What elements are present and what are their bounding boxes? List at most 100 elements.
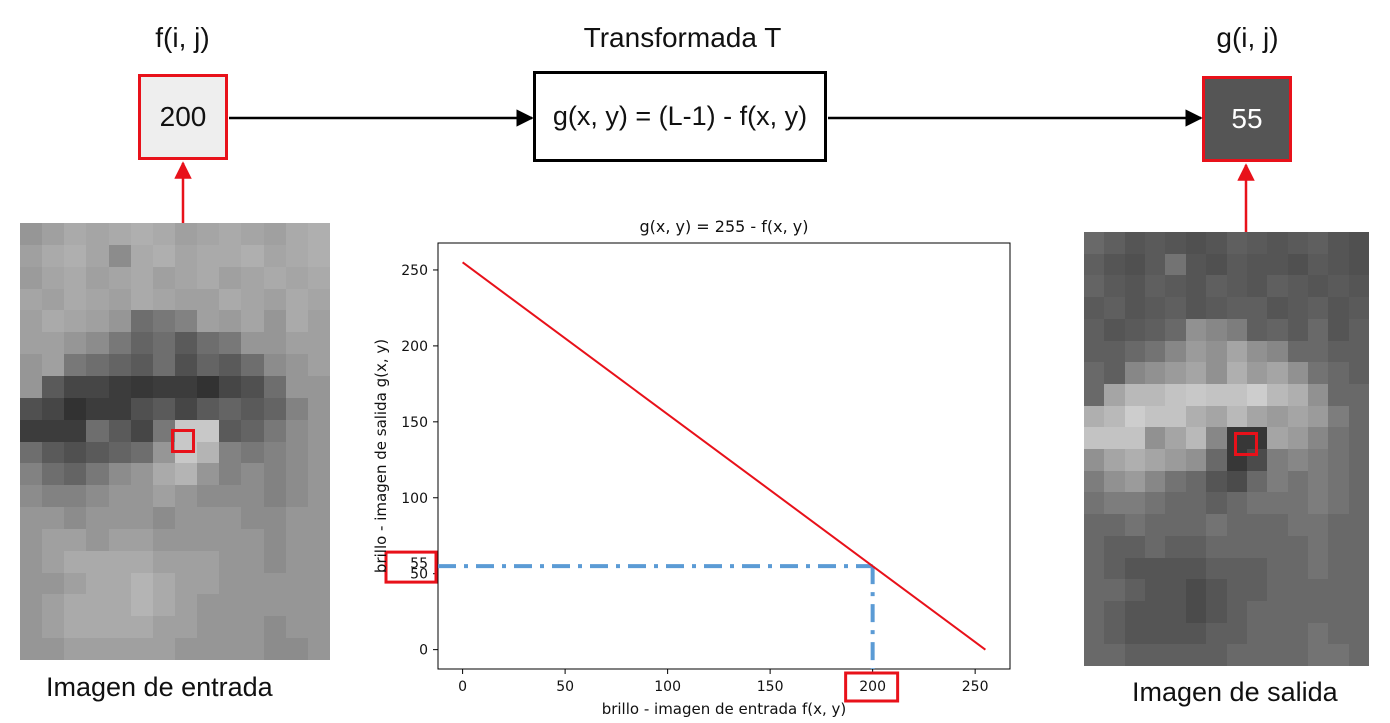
image-pixel bbox=[1124, 318, 1146, 341]
image-pixel bbox=[174, 463, 198, 486]
image-pixel bbox=[130, 463, 153, 486]
image-pixel bbox=[64, 266, 87, 289]
image-pixel bbox=[241, 375, 264, 398]
image-pixel bbox=[1104, 362, 1125, 384]
image-pixel bbox=[307, 244, 330, 267]
image-pixel bbox=[1124, 362, 1146, 384]
image-pixel bbox=[174, 572, 198, 595]
image-pixel bbox=[197, 288, 220, 311]
image-pixel bbox=[174, 485, 198, 508]
image-pixel bbox=[241, 485, 264, 508]
image-pixel bbox=[241, 223, 264, 245]
image-pixel bbox=[1287, 427, 1308, 449]
image-pixel bbox=[64, 507, 87, 529]
image-pixel bbox=[130, 528, 153, 551]
image-pixel bbox=[219, 550, 242, 573]
image-pixel bbox=[174, 375, 198, 398]
image-pixel bbox=[1267, 318, 1288, 341]
image-pixel bbox=[1084, 514, 1105, 536]
image-pixel bbox=[219, 638, 242, 660]
y-tick-label: 0 bbox=[419, 643, 428, 659]
image-pixel bbox=[1307, 340, 1329, 363]
image-pixel bbox=[1226, 297, 1247, 319]
image-pixel bbox=[1206, 275, 1227, 298]
image-pixel bbox=[1307, 383, 1329, 406]
image-pixel bbox=[1185, 492, 1207, 515]
image-pixel bbox=[20, 507, 43, 529]
image-pixel bbox=[1246, 232, 1268, 254]
image-pixel bbox=[108, 354, 131, 376]
image-pixel bbox=[20, 354, 43, 376]
image-pixel bbox=[197, 594, 220, 617]
image-pixel bbox=[197, 528, 220, 551]
image-pixel bbox=[64, 616, 87, 639]
image-pixel bbox=[42, 223, 65, 245]
image-pixel bbox=[108, 332, 131, 355]
image-pixel bbox=[1165, 427, 1186, 449]
image-pixel bbox=[241, 419, 264, 442]
image-pixel bbox=[64, 332, 87, 355]
image-pixel bbox=[1328, 232, 1349, 254]
image-pixel bbox=[1267, 470, 1288, 493]
image-pixel bbox=[1246, 492, 1268, 515]
image-pixel bbox=[108, 550, 131, 573]
image-pixel bbox=[1328, 535, 1349, 558]
image-pixel bbox=[1287, 340, 1308, 363]
image-pixel bbox=[64, 528, 87, 551]
image-pixel bbox=[1328, 470, 1349, 493]
image-pixel bbox=[1104, 470, 1125, 493]
image-pixel bbox=[1145, 579, 1166, 601]
image-pixel bbox=[1145, 253, 1166, 276]
image-pixel bbox=[1145, 405, 1166, 428]
image-pixel bbox=[86, 266, 109, 289]
image-pixel bbox=[1287, 405, 1308, 428]
image-pixel bbox=[219, 266, 242, 289]
image-pixel bbox=[1348, 644, 1369, 666]
image-pixel bbox=[219, 616, 242, 639]
image-pixel bbox=[1246, 535, 1268, 558]
image-pixel bbox=[1124, 492, 1146, 515]
image-pixel bbox=[130, 507, 153, 529]
image-pixel bbox=[307, 572, 330, 595]
output-pixel-highlight bbox=[1234, 432, 1258, 456]
image-pixel bbox=[1185, 362, 1207, 384]
image-pixel bbox=[1348, 340, 1369, 363]
image-pixel bbox=[130, 223, 153, 245]
image-pixel bbox=[1206, 622, 1227, 645]
image-pixel bbox=[241, 463, 264, 486]
image-pixel bbox=[1104, 297, 1125, 319]
image-pixel bbox=[1185, 622, 1207, 645]
image-pixel bbox=[174, 616, 198, 639]
image-pixel bbox=[1287, 362, 1308, 384]
image-pixel bbox=[42, 310, 65, 333]
image-pixel bbox=[130, 616, 153, 639]
y-value-highlight bbox=[384, 550, 438, 584]
image-pixel bbox=[86, 332, 109, 355]
image-pixel bbox=[86, 485, 109, 508]
image-pixel bbox=[1267, 492, 1288, 515]
image-pixel bbox=[285, 550, 308, 573]
plot-frame bbox=[437, 242, 1011, 670]
image-pixel bbox=[1328, 492, 1349, 515]
image-pixel bbox=[1165, 514, 1186, 536]
image-pixel bbox=[174, 223, 198, 245]
image-pixel bbox=[1307, 557, 1329, 580]
image-pixel bbox=[263, 616, 286, 639]
image-pixel bbox=[197, 354, 220, 376]
image-pixel bbox=[1348, 470, 1369, 493]
image-pixel bbox=[130, 550, 153, 573]
image-pixel bbox=[1307, 362, 1329, 384]
image-pixel bbox=[307, 485, 330, 508]
image-pixel bbox=[1328, 557, 1349, 580]
image-pixel bbox=[307, 288, 330, 311]
image-pixel bbox=[1307, 492, 1329, 515]
image-pixel bbox=[307, 550, 330, 573]
image-pixel bbox=[1104, 340, 1125, 363]
image-pixel bbox=[1307, 514, 1329, 536]
image-pixel bbox=[307, 332, 330, 355]
image-pixel bbox=[152, 310, 175, 333]
image-pixel bbox=[108, 638, 131, 660]
image-pixel bbox=[64, 354, 87, 376]
image-pixel bbox=[1104, 557, 1125, 580]
image-pixel bbox=[42, 550, 65, 573]
